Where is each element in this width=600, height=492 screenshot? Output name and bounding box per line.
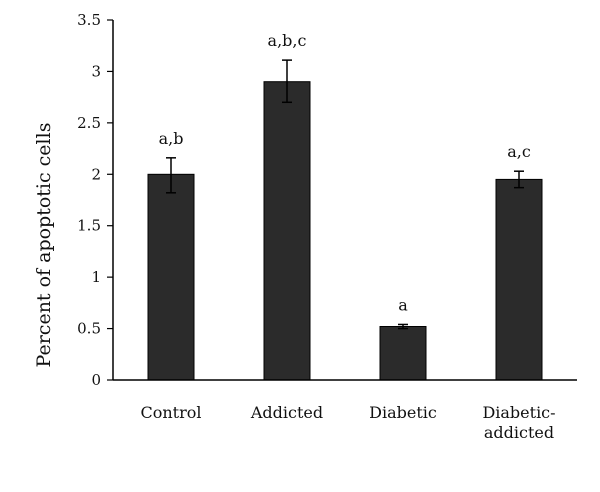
bar-0 <box>147 173 195 381</box>
error-bars-layer <box>166 59 524 330</box>
bar-annotation-2: a <box>398 296 408 315</box>
bar-annotation-3: a,c <box>507 142 531 161</box>
y-tick-label: 3 <box>91 62 101 80</box>
error-bar-3 <box>514 170 524 189</box>
y-tick-label: 3.5 <box>77 11 101 29</box>
error-bar-1 <box>282 59 292 104</box>
bar-annotation-0: a,b <box>159 129 184 148</box>
y-tick-label: 2 <box>91 165 101 183</box>
bar-2 <box>379 326 427 381</box>
y-tick-label: 0 <box>91 371 101 389</box>
bar-3 <box>495 178 543 381</box>
y-axis-label: Percent of apoptotic cells <box>33 123 55 368</box>
category-label-2: Diabetic <box>369 403 437 422</box>
bar-annotation-1: a,b,c <box>268 31 307 50</box>
bar-1 <box>263 81 311 381</box>
y-tick-label: 0.5 <box>77 320 101 338</box>
error-bar-2 <box>398 323 408 330</box>
y-tick-label: 1.5 <box>77 217 101 235</box>
y-tick-label: 1 <box>91 268 101 286</box>
category-label-3: Diabetic-addicted <box>482 403 555 442</box>
y-ticks-layer: 0 0.5 1 1.5 2 2.5 3 3.5 <box>77 11 113 389</box>
annotations-layer: a,b a,b,c a a,c <box>159 31 531 314</box>
y-tick-label: 2.5 <box>77 114 101 132</box>
category-label-0: Control <box>140 403 201 422</box>
axes-layer <box>112 20 577 381</box>
error-bar-0 <box>166 157 176 194</box>
category-label-1: Addicted <box>250 403 323 422</box>
bars-layer <box>147 81 543 381</box>
x-labels-layer: Control Addicted Diabetic Diabetic-addicted <box>140 403 555 442</box>
